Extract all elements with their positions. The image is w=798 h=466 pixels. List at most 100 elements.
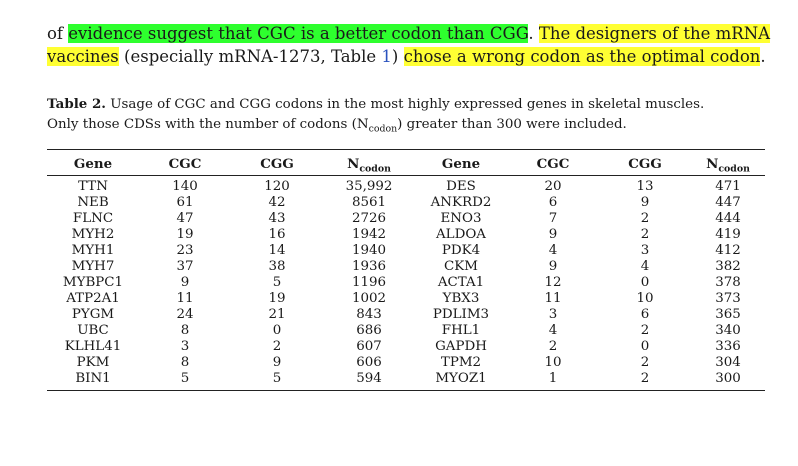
- ncodon-cell: 471: [715, 179, 741, 194]
- cgg-cell: 9: [640, 195, 650, 210]
- cgc-cell: 24: [176, 307, 194, 322]
- table-row: FLNC 47 43 2726 ENO3 7 2 444: [47, 211, 765, 227]
- caption-line-2: Only those CDSs with the number of codon…: [47, 115, 777, 135]
- green-highlight: evidence suggest that CGC is a better co…: [68, 24, 529, 43]
- ncodon-cell: 378: [715, 275, 741, 290]
- ncodon-cell: 304: [715, 355, 741, 370]
- gene-cell: BIN1: [47, 371, 139, 391]
- ncodon-cell: 686: [356, 323, 382, 338]
- table-header-row: Gene CGC CGG Ncodon Gene CGC CGG Ncodon: [47, 149, 765, 176]
- ncodon-cell: 1942: [351, 227, 387, 242]
- gene-cell: ANKRD2: [430, 195, 492, 210]
- gene-cell: MYOZ1: [415, 371, 507, 391]
- gene-cell: PKM: [76, 355, 110, 370]
- gene-cell: TTN: [78, 179, 108, 194]
- cgc-cell: 5: [139, 371, 231, 391]
- ncodon-cell: 412: [715, 243, 741, 258]
- paragraph-line-2: vaccines (especially mRNA-1273, Table 1)…: [47, 45, 777, 68]
- cgg-cell: 5: [272, 275, 282, 290]
- caption-text: Usage of CGC and CGG codons in the most …: [105, 97, 705, 112]
- ncodon-cell: 382: [715, 259, 741, 274]
- cgg-cell: 2: [640, 211, 650, 226]
- gene-cell: FLNC: [72, 211, 114, 226]
- table-row: KLHL41 3 2 607 GAPDH 2 0 336: [47, 339, 765, 355]
- table-row: NEB 61 42 8561 ANKRD2 6 9 447: [47, 195, 765, 211]
- cgg-cell: 0: [640, 339, 650, 354]
- cgc-cell: 20: [544, 179, 562, 194]
- table-row: MYH7 37 38 1936 CKM 9 4 382: [47, 259, 765, 275]
- cgc-cell: 9: [180, 275, 190, 290]
- table-row: PKM 8 9 606 TPM2 10 2 304: [47, 355, 765, 371]
- header-ncodon: Ncodon: [691, 149, 765, 176]
- cgg-cell: 6: [640, 307, 650, 322]
- cgc-cell: 1: [507, 371, 599, 391]
- ncodon-cell: 1936: [351, 259, 387, 274]
- ncodon-cell: 300: [691, 371, 765, 391]
- gene-cell: FHL1: [441, 323, 481, 338]
- cgc-cell: 4: [548, 243, 558, 258]
- cgc-cell: 9: [548, 227, 558, 242]
- table-1-link[interactable]: 1: [381, 47, 392, 66]
- cgc-cell: 9: [548, 259, 558, 274]
- cgc-cell: 11: [544, 291, 562, 306]
- ncodon-cell: 373: [715, 291, 741, 306]
- ncodon-cell: 1002: [351, 291, 387, 306]
- gene-cell: MYH2: [71, 227, 115, 242]
- ncodon-cell: 594: [323, 371, 415, 391]
- gene-cell: PDLIM3: [432, 307, 490, 322]
- cgg-cell: 120: [264, 179, 290, 194]
- cgg-cell: 2: [640, 323, 650, 338]
- paragraph-text: .: [528, 24, 539, 43]
- paragraph-line-1: of evidence suggest that CGC is a better…: [47, 22, 777, 45]
- table-row: MYBPC1 9 5 1196 ACTA1 12 0 378: [47, 275, 765, 291]
- header-n-sub: codon: [718, 163, 750, 175]
- cgg-cell: 5: [231, 371, 323, 391]
- gene-cell: UBC: [77, 323, 109, 338]
- gene-cell: ENO3: [440, 211, 482, 226]
- cgg-cell: 16: [268, 227, 286, 242]
- ncodon-cell: 607: [356, 339, 382, 354]
- cgc-cell: 37: [176, 259, 194, 274]
- cgc-cell: 2: [548, 339, 558, 354]
- header-n-sub: codon: [359, 163, 391, 175]
- header-ncodon: Ncodon: [323, 149, 415, 176]
- cgc-cell: 8: [180, 355, 190, 370]
- ncodon-cell: 2726: [351, 211, 387, 226]
- cgg-cell: 9: [272, 355, 282, 370]
- header-n: N: [347, 156, 360, 172]
- cgg-cell: 13: [636, 179, 654, 194]
- gene-cell: YBX3: [442, 291, 480, 306]
- cgc-cell: 4: [548, 323, 558, 338]
- cgg-cell: 0: [640, 275, 650, 290]
- table-row: PYGM 24 21 843 PDLIM3 3 6 365: [47, 307, 765, 323]
- cgg-cell: 10: [636, 291, 654, 306]
- cgg-cell: 14: [268, 243, 286, 258]
- gene-cell: DES: [446, 179, 476, 194]
- paragraph-text: of: [47, 24, 69, 43]
- caption-label: Table 2.: [47, 96, 106, 112]
- cgg-cell: 2: [272, 339, 282, 354]
- caption-text: Only those CDSs with the number of codon…: [47, 117, 369, 132]
- table-caption: Table 2. Usage of CGC and CGG codons in …: [47, 94, 777, 135]
- cgg-cell: 2: [599, 371, 691, 391]
- table-row: ATP2A1 11 19 1002 YBX3 11 10 373: [47, 291, 765, 307]
- ncodon-cell: 340: [715, 323, 741, 338]
- cgg-cell: 19: [268, 291, 286, 306]
- ncodon-cell: 1940: [351, 243, 387, 258]
- cgg-cell: 2: [640, 355, 650, 370]
- ncodon-cell: 1196: [351, 275, 387, 290]
- header-cgg: CGG: [231, 149, 323, 176]
- codon-usage-table: Gene CGC CGG Ncodon Gene CGC CGG Ncodon …: [47, 149, 765, 391]
- gene-cell: TPM2: [440, 355, 482, 370]
- gene-cell: ALDOA: [436, 227, 486, 242]
- cgg-cell: 4: [640, 259, 650, 274]
- ncodon-cell: 447: [715, 195, 741, 210]
- gene-cell: PYGM: [71, 307, 115, 322]
- cgc-cell: 47: [176, 211, 194, 226]
- cgc-cell: 140: [172, 179, 198, 194]
- yellow-highlight: vaccines: [47, 47, 119, 66]
- ncodon-cell: 365: [715, 307, 741, 322]
- ncodon-cell: 606: [356, 355, 382, 370]
- cgg-cell: 43: [268, 211, 286, 226]
- gene-cell: ACTA1: [437, 275, 485, 290]
